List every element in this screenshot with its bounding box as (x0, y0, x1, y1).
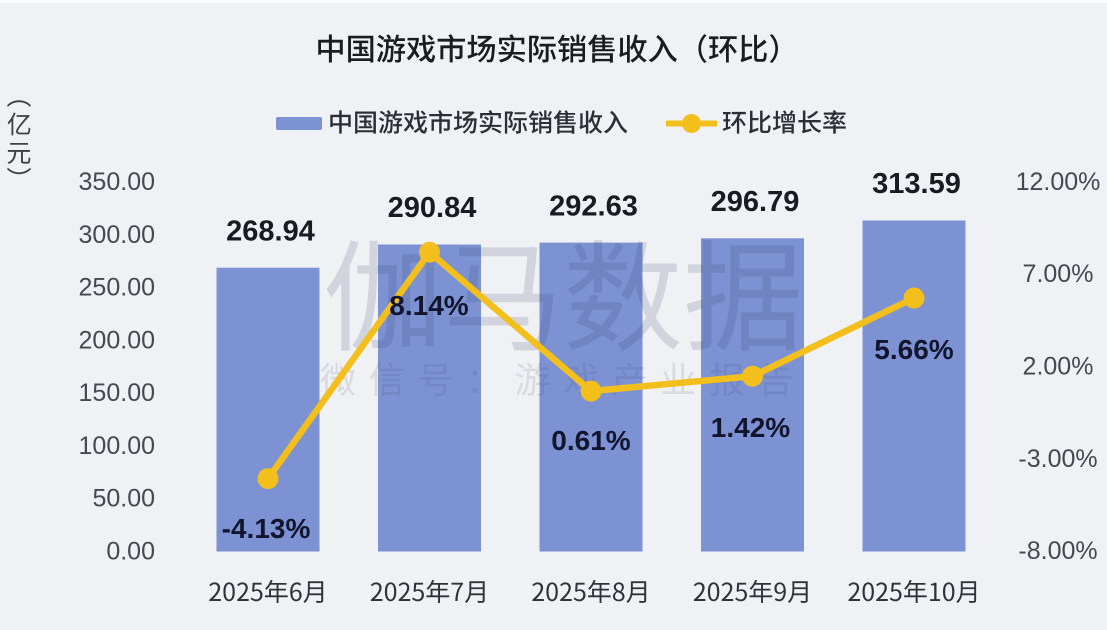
svg-text:150.00: 150.00 (79, 379, 155, 407)
svg-text:350.00: 350.00 (79, 168, 155, 196)
svg-text:292.63: 292.63 (549, 190, 638, 222)
svg-text:-8.00%: -8.00% (1018, 537, 1097, 565)
svg-text:250.00: 250.00 (79, 274, 155, 302)
svg-text:5.66%: 5.66% (874, 334, 953, 365)
svg-text:200.00: 200.00 (79, 326, 155, 354)
svg-text:50.00: 50.00 (92, 485, 155, 513)
svg-text:2.00%: 2.00% (1023, 353, 1094, 381)
svg-text:100.00: 100.00 (79, 432, 155, 460)
svg-text:12.00%: 12.00% (1016, 168, 1101, 196)
svg-text:-3.00%: -3.00% (1018, 445, 1097, 473)
svg-text:0.61%: 0.61% (551, 425, 630, 456)
svg-text:296.79: 296.79 (711, 186, 800, 218)
svg-text:0.00: 0.00 (106, 537, 155, 565)
svg-text:7.00%: 7.00% (1023, 260, 1094, 288)
svg-text:268.94: 268.94 (226, 215, 315, 247)
svg-text:290.84: 290.84 (388, 192, 477, 224)
svg-text:-4.13%: -4.13% (222, 513, 311, 544)
svg-text:300.00: 300.00 (79, 221, 155, 249)
svg-text:8.14%: 8.14% (389, 290, 468, 321)
svg-text:313.59: 313.59 (872, 168, 961, 200)
svg-text:1.42%: 1.42% (711, 412, 790, 443)
